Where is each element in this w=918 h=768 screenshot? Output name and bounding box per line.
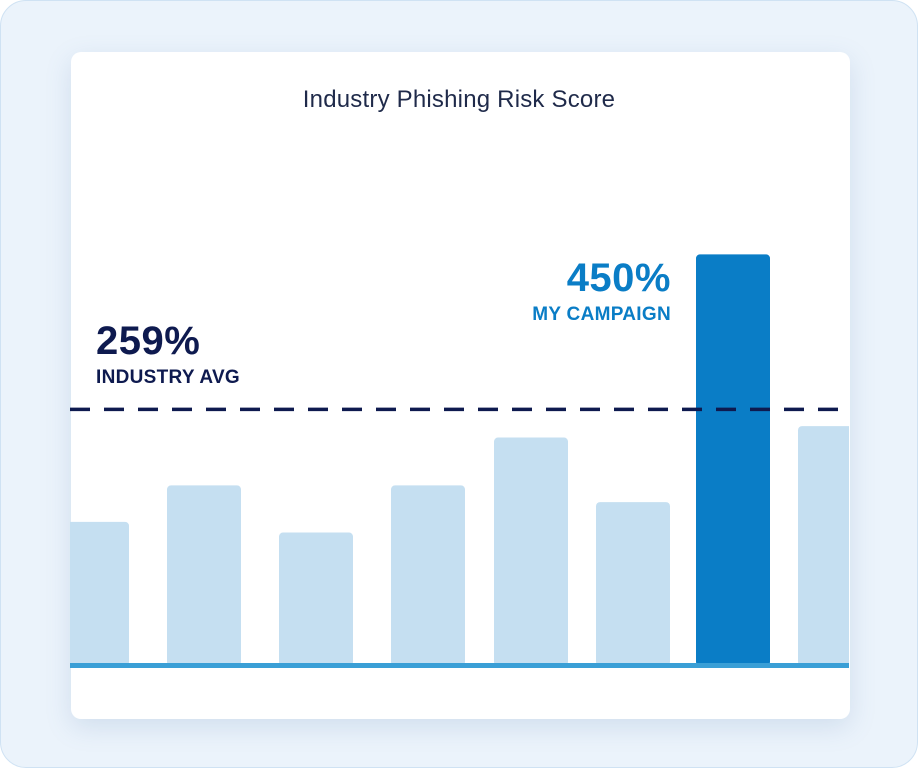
bar-2: [167, 485, 241, 666]
bar-4: [391, 485, 465, 666]
bar-8: [798, 426, 849, 666]
my-campaign-value: 450%: [566, 256, 671, 300]
my-campaign-label: MY CAMPAIGN: [532, 304, 671, 325]
industry-avg-callout: 259% INDUSTRY AVG: [96, 320, 240, 390]
bar-6: [596, 502, 670, 666]
bar-3: [279, 532, 353, 666]
industry-avg-label: INDUSTRY AVG: [96, 367, 241, 388]
my-campaign-callout: 450% MY CAMPAIGN: [532, 257, 671, 327]
bar-1: [70, 521, 129, 666]
baseline: [70, 663, 849, 668]
chart-title: Industry Phishing Risk Score: [302, 86, 616, 113]
industry-avg-value: 259%: [96, 319, 201, 363]
bar-my-campaign: [696, 254, 770, 667]
plot-area: [70, 254, 849, 668]
bar-5: [494, 437, 568, 666]
